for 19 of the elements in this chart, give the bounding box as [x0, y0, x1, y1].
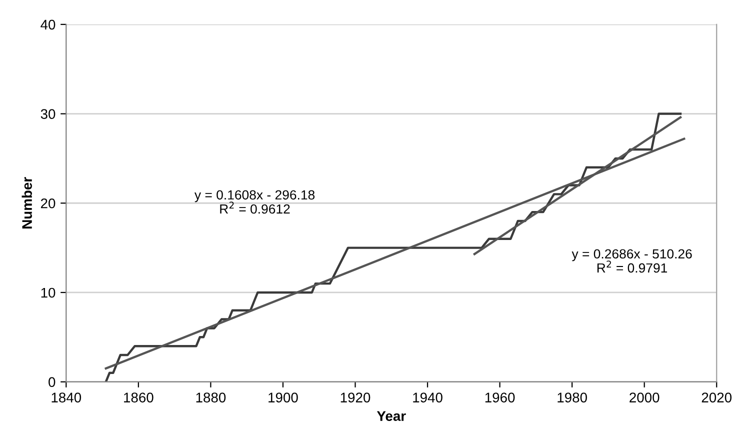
y-tick-label: 40 [40, 20, 56, 30]
x-tick-label: 1900 [268, 392, 298, 402]
x-axis-title: Year [376, 411, 406, 421]
annotation: y = 0.2686x - 510.26 R$^{2}$ = 0.9791 [572, 249, 692, 273]
y-tick-label: 30 [40, 109, 56, 119]
x-tick-label: 1920 [340, 392, 370, 402]
x-tick-label: 1860 [124, 392, 154, 402]
x-tick-label: 1840 [52, 392, 82, 402]
y-axis-title: Number [22, 177, 32, 228]
x-tick-label: 2020 [702, 392, 732, 402]
annotation: y = 0.1608x - 296.18 R$^{2}$ = 0.9612 [194, 190, 315, 214]
x-tick-label: 1880 [196, 392, 226, 402]
x-tick-label: 1980 [558, 392, 587, 402]
x-tick-label: 1960 [485, 392, 515, 402]
y-tick-label: 0 [48, 377, 56, 388]
y-tick-label: 20 [40, 198, 56, 208]
x-tick-label: 1940 [413, 392, 442, 402]
x-tick-label: 2000 [630, 392, 660, 402]
y-tick-label: 10 [41, 288, 56, 298]
